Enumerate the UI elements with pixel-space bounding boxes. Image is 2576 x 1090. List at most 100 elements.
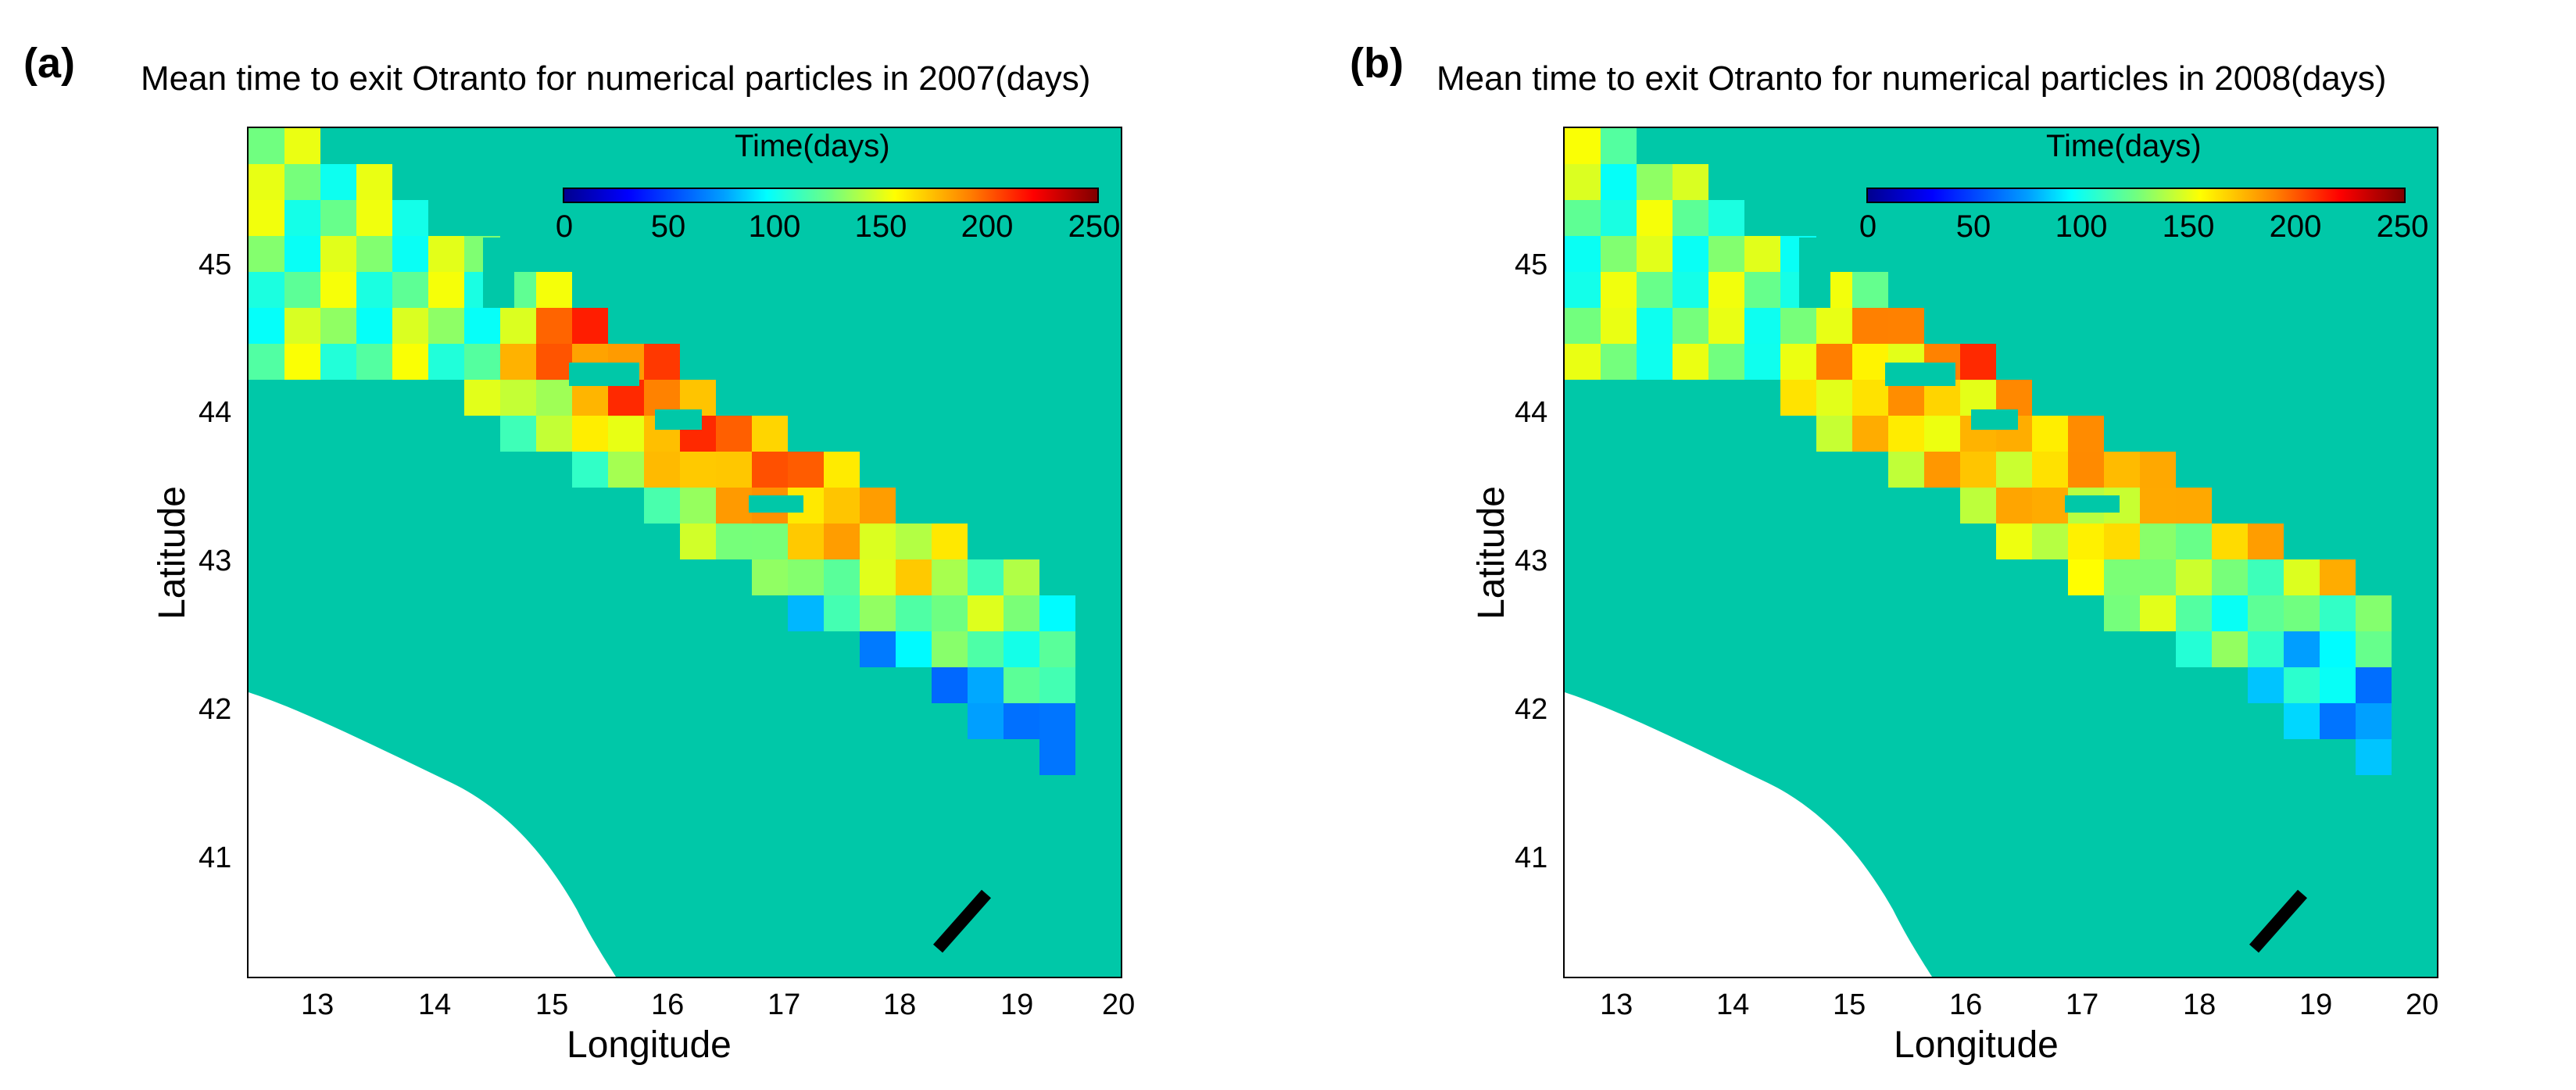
x-tick-label: 18 [2183,988,2216,1021]
grid-cell [572,308,608,344]
grid-cell [2068,559,2104,595]
panel-title: Mean time to exit Otranto for numerical … [141,59,1091,98]
grid-cell [1744,236,1780,272]
grid-cell [716,524,752,559]
grid-cell [1637,200,1673,236]
y-tick-label: 43 [199,545,232,577]
grid-cell [1004,559,1039,595]
x-tick-label: 16 [651,988,685,1021]
grid-cell [1004,631,1039,667]
x-tick-label: 13 [301,988,335,1021]
grid-cell [2068,416,2104,452]
grid-cell [500,416,536,452]
grid-cell [860,631,896,667]
island-channel [749,495,803,513]
grid-cell [716,416,752,452]
panel-title: Mean time to exit Otranto for numerical … [1436,59,2387,98]
colorbar-tick: 0 [1859,209,1877,244]
y-tick-label: 43 [1515,545,1548,577]
grid-cell [968,703,1004,739]
grid-cell [2140,488,2176,524]
x-axis-label: Longitude [1894,1024,2059,1066]
grid-cell [536,308,572,344]
grid-cell [1708,344,1744,380]
grid-cell [1673,164,1708,200]
grid-cell [249,272,284,308]
grid-cell [1816,380,1852,416]
y-tick-label: 44 [1515,396,1548,429]
grid-cell [1601,164,1637,200]
grid-cell [249,128,284,164]
grid-cell [2104,524,2140,559]
grid-cell [2320,631,2356,667]
grid-cell [1888,416,1924,452]
grid-cell [2248,595,2284,631]
y-tick-label: 42 [199,693,232,726]
grid-cell [608,416,644,452]
grid-cell [1852,380,1888,416]
grid-cell [320,272,356,308]
colorbar-tick: 150 [854,209,907,244]
grid-cell [284,200,320,236]
grid-cell [2140,452,2176,488]
x-tick-label: 17 [767,988,801,1021]
x-tick-label: 18 [883,988,917,1021]
grid-cell [1565,344,1601,380]
y-tick-label: 45 [199,248,232,281]
grid-cell [2104,559,2140,595]
grid-cell [2356,739,2392,775]
colorbar-tick: 200 [2269,209,2322,244]
grid-cell [320,344,356,380]
grid-cell [392,344,428,380]
grid-cell [1996,524,2032,559]
grid-cell [2140,559,2176,595]
grid-cell [428,236,464,272]
grid-cell [896,559,932,595]
grid-cell [2320,703,2356,739]
grid-cell [500,308,536,344]
y-tick-label: 42 [1515,693,1548,726]
colorbar-title: Time(days) [2046,129,2202,163]
grid-cell [392,308,428,344]
grid-cell [1039,739,1075,775]
colorbar-tick: 50 [650,209,686,244]
grid-cell [1039,703,1075,739]
grid-cell [1852,416,1888,452]
y-axis-label: Latitude [1470,486,1512,620]
grid-cell [536,272,572,308]
grid-cell [1637,272,1673,308]
grid-cell [2068,524,2104,559]
grid-cell [1565,236,1601,272]
grid-cell [1744,344,1780,380]
grid-cell [2104,595,2140,631]
grid-cell [1601,272,1637,308]
grid-cell [1565,164,1601,200]
grid-cell [1601,128,1637,164]
grid-cell [284,308,320,344]
grid-cell [284,272,320,308]
panel-letter: (b) [1350,40,1404,87]
grid-cell [572,452,608,488]
grid-cell [860,595,896,631]
grid-cell [824,524,860,559]
otranto-transect [2249,889,2307,953]
grid-cell [464,380,500,416]
grid-cell [2104,452,2140,488]
grid-cell [788,524,824,559]
grid-cell [1708,200,1744,236]
grid-cell [860,524,896,559]
grid-cell [249,308,284,344]
grid-cell [2284,703,2320,739]
grid-cell [932,595,968,631]
island-channel [1799,238,1830,308]
grid-cell [1673,236,1708,272]
colorbar-tick: 100 [2055,209,2108,244]
grid-cell [1996,488,2032,524]
grid-cell [716,452,752,488]
grid-cell [320,236,356,272]
grid-cell [896,524,932,559]
grid-cell [2356,703,2392,739]
grid-cell [680,524,716,559]
x-tick-label: 14 [1716,988,1750,1021]
grid-cell [1004,703,1039,739]
